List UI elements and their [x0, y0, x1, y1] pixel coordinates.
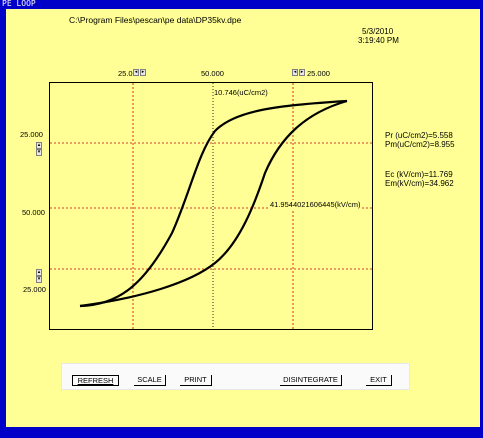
y-lower-decrease-button[interactable]: ▾ — [36, 276, 42, 283]
window-title: PE LOOP — [2, 0, 36, 8]
y-lower-increase-button[interactable]: ▴ — [36, 269, 42, 276]
arrow-left-icon: ◂ — [293, 69, 297, 75]
time-label: 3:19:40 PM — [358, 36, 399, 45]
hysteresis-plot[interactable]: 10.746(uC/cm2) 41.9544021606445(kV/cm) — [49, 82, 373, 330]
arrow-left-icon: ◂ — [134, 69, 138, 75]
x-right-scale-value: 25.000 — [307, 69, 330, 78]
x-right-increase-button[interactable]: ▸ — [299, 69, 305, 76]
stat-em: Em(kV/cm)=34.962 — [385, 179, 454, 188]
button-bar: REFRESH SCALE PRINT DISINTEGRATE EXIT — [61, 363, 410, 390]
stat-pm: Pm(uC/cm2)=8.955 — [385, 140, 455, 149]
x-left-scale-value: 25.0 — [118, 69, 133, 78]
refresh-button[interactable]: REFRESH — [72, 375, 119, 386]
arrow-down-icon: ▾ — [37, 149, 41, 155]
x-center-value: 50.000 — [201, 69, 224, 78]
arrow-up-icon: ▴ — [37, 142, 41, 148]
file-path: C:\Program Files\pescan\pe data\DP35kv.d… — [69, 15, 242, 25]
y-upper-decrease-button[interactable]: ▾ — [36, 149, 42, 156]
x-left-decrease-button[interactable]: ◂ — [133, 69, 139, 76]
hysteresis-loop-lower — [79, 99, 348, 308]
y-lower-scale-value: 25.000 — [23, 285, 46, 294]
date-label: 5/3/2010 — [362, 27, 394, 36]
x-left-increase-button[interactable]: ▸ — [140, 69, 146, 76]
x-right-decrease-button[interactable]: ◂ — [292, 69, 298, 76]
print-button[interactable]: PRINT — [180, 375, 212, 386]
y-upper-scale-value: 25.000 — [20, 130, 43, 139]
stat-pr: Pr (uC/cm2)=5.558 — [385, 131, 453, 140]
stat-ec: Ec (kV/cm)=11.769 — [385, 170, 453, 179]
arrow-up-icon: ▴ — [37, 269, 41, 275]
hysteresis-loop-upper — [79, 99, 348, 308]
y-center-value: 50.000 — [22, 208, 45, 217]
exit-button[interactable]: EXIT — [366, 375, 392, 386]
disintegrate-button[interactable]: DISINTEGRATE — [280, 375, 342, 386]
title-bar: PE LOOP — [0, 0, 483, 9]
scale-button[interactable]: SCALE — [134, 375, 166, 386]
main-panel — [6, 9, 480, 427]
arrow-down-icon: ▾ — [37, 276, 41, 282]
field-readout: 41.9544021606445(kV/cm) — [270, 200, 361, 209]
y-upper-increase-button[interactable]: ▴ — [36, 142, 42, 149]
polarization-readout: 10.746(uC/cm2) — [214, 88, 268, 97]
arrow-right-icon: ▸ — [141, 69, 145, 75]
arrow-right-icon: ▸ — [300, 69, 304, 75]
